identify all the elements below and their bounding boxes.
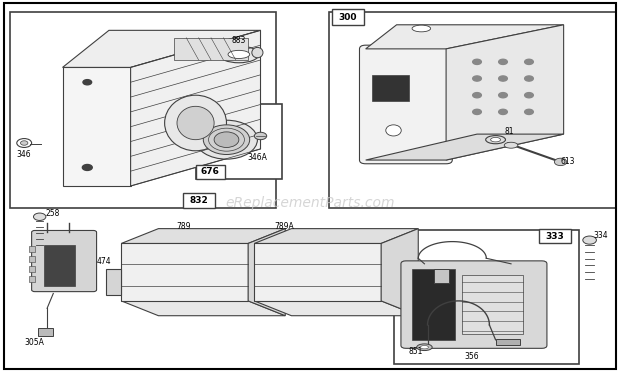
Polygon shape [381, 229, 419, 316]
Text: 474: 474 [97, 257, 111, 266]
Circle shape [254, 132, 267, 140]
Polygon shape [254, 229, 418, 243]
Circle shape [554, 158, 567, 166]
Bar [174, 38, 248, 60]
Bar [29, 266, 35, 272]
Polygon shape [63, 67, 131, 186]
Circle shape [525, 76, 533, 81]
Circle shape [498, 109, 507, 115]
Circle shape [33, 213, 46, 221]
Circle shape [472, 59, 481, 64]
Text: eReplacementParts.com: eReplacementParts.com [225, 196, 395, 210]
Circle shape [498, 59, 507, 64]
Text: 789A: 789A [274, 222, 294, 231]
Ellipse shape [195, 120, 257, 159]
Text: 832: 832 [190, 196, 209, 205]
Text: 346A: 346A [247, 153, 267, 162]
Polygon shape [254, 243, 381, 301]
Polygon shape [366, 25, 564, 49]
Bar [412, 269, 455, 340]
Polygon shape [248, 229, 285, 316]
Circle shape [472, 93, 481, 98]
Text: 333: 333 [546, 232, 564, 241]
Circle shape [82, 164, 92, 170]
Text: 305A: 305A [25, 338, 45, 347]
Ellipse shape [490, 137, 500, 142]
Polygon shape [254, 301, 418, 316]
FancyBboxPatch shape [32, 231, 97, 292]
Bar [195, 164, 225, 179]
Circle shape [472, 76, 481, 81]
Polygon shape [122, 243, 248, 301]
Bar [106, 269, 122, 295]
Bar [29, 276, 35, 282]
Circle shape [525, 109, 533, 115]
Polygon shape [131, 31, 260, 186]
Bar [434, 269, 449, 283]
Ellipse shape [228, 50, 250, 58]
Bar [539, 230, 571, 243]
Text: 613: 613 [560, 157, 575, 166]
Bar [495, 339, 520, 345]
Text: 676: 676 [201, 167, 220, 176]
Bar [44, 245, 75, 286]
Ellipse shape [219, 46, 259, 63]
Circle shape [20, 141, 28, 145]
Text: 356: 356 [465, 352, 479, 361]
Bar [329, 12, 616, 208]
Polygon shape [122, 229, 285, 243]
Text: 300: 300 [339, 13, 357, 22]
Circle shape [525, 59, 533, 64]
Bar [38, 328, 53, 336]
Ellipse shape [165, 95, 226, 151]
FancyBboxPatch shape [401, 261, 547, 348]
Bar [195, 105, 282, 179]
Polygon shape [366, 134, 564, 160]
Text: 789: 789 [176, 222, 190, 231]
FancyBboxPatch shape [360, 45, 452, 164]
Bar [29, 256, 35, 262]
Polygon shape [446, 25, 564, 160]
Ellipse shape [417, 344, 432, 350]
Circle shape [498, 76, 507, 81]
Circle shape [472, 109, 481, 115]
Ellipse shape [386, 125, 401, 136]
Text: 883: 883 [232, 36, 246, 45]
Ellipse shape [214, 132, 239, 147]
Polygon shape [63, 31, 260, 67]
Bar [183, 193, 215, 208]
Text: 334: 334 [593, 231, 608, 240]
Circle shape [17, 138, 32, 147]
Bar [461, 275, 523, 334]
Ellipse shape [412, 25, 431, 32]
Text: 81: 81 [505, 127, 515, 136]
Ellipse shape [252, 47, 263, 58]
Circle shape [583, 236, 596, 244]
Ellipse shape [203, 125, 250, 154]
Ellipse shape [420, 346, 428, 349]
Bar [372, 75, 409, 101]
Text: 851: 851 [409, 347, 423, 356]
Bar [29, 246, 35, 252]
Circle shape [498, 93, 507, 98]
Ellipse shape [177, 106, 214, 140]
Ellipse shape [215, 47, 226, 58]
Bar [10, 12, 276, 208]
Bar [394, 231, 579, 364]
Bar [332, 9, 364, 25]
Circle shape [525, 93, 533, 98]
Ellipse shape [504, 142, 518, 148]
Text: 346: 346 [17, 150, 32, 160]
Circle shape [83, 80, 92, 85]
Polygon shape [122, 301, 285, 316]
Ellipse shape [485, 136, 505, 144]
Text: 258: 258 [46, 208, 60, 218]
